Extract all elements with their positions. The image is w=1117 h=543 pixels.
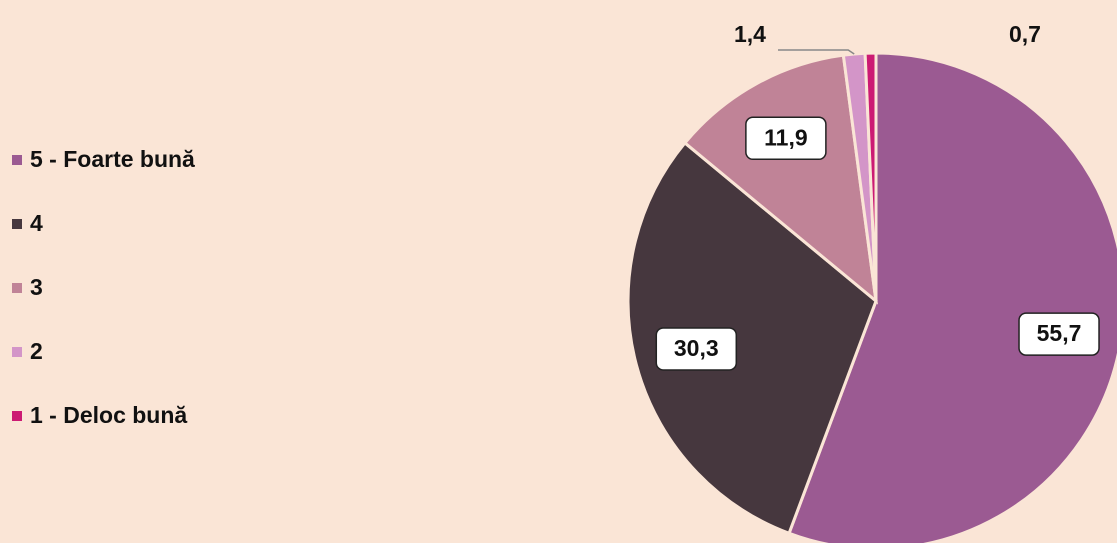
legend-label: 1 - Deloc bună [30, 402, 187, 428]
pie-slice [863, 51, 878, 302]
pie-slice [682, 53, 878, 305]
label-box [1018, 312, 1100, 356]
pie-slice [626, 140, 878, 536]
label-box [745, 116, 827, 161]
legend-label: 5 - Foarte bună [30, 146, 195, 172]
legend-label: 2 [30, 338, 43, 364]
leader-line [778, 49, 855, 55]
legend-swatch [12, 347, 22, 357]
legend-label: 4 [30, 210, 43, 236]
data-label: 30,3 [674, 335, 719, 361]
data-label: 11,9 [764, 124, 808, 150]
label-box [655, 327, 738, 371]
data-label: 1,4 [734, 21, 766, 47]
legend-swatch [12, 219, 22, 229]
legend-swatch [12, 283, 22, 293]
legend-swatch [12, 155, 22, 165]
legend-swatch [12, 411, 22, 421]
data-label: 55,7 [1037, 320, 1082, 346]
legend-label: 3 [30, 274, 43, 300]
data-label: 0,7 [1009, 21, 1041, 47]
pie-slice [787, 51, 1117, 543]
